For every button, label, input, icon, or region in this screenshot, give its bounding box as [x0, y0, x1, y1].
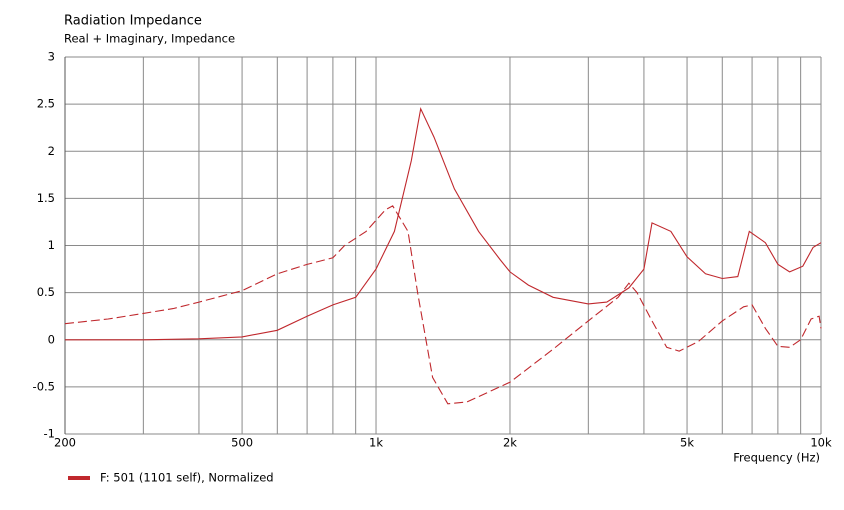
y-tick-label: 0 [48, 332, 55, 346]
chart-subtitle: Real + Imaginary, Impedance [64, 32, 235, 46]
x-axis-label: Frequency (Hz) [733, 451, 820, 465]
chart-title: Radiation Impedance [64, 14, 202, 29]
y-tick-label: 3 [48, 50, 55, 64]
x-tick-label: 200 [54, 436, 76, 450]
y-tick-label: -0.5 [33, 379, 55, 393]
legend-label: F: 501 (1101 self), Normalized [100, 471, 274, 485]
x-tick-label: 500 [231, 436, 253, 450]
y-tick-label: 2.5 [37, 97, 55, 111]
series-line [64, 205, 822, 405]
x-tick-label: 10k [810, 436, 832, 450]
x-tick-label: 1k [369, 436, 383, 450]
series-line [65, 107, 822, 341]
y-tick-label: 0.5 [37, 285, 55, 299]
x-tick-label: 5k [680, 436, 694, 450]
y-tick-label: 1.5 [37, 191, 55, 205]
y-tick-label: 1 [48, 238, 55, 252]
y-tick-label: 2 [48, 144, 55, 158]
x-tick-label: 2k [503, 436, 517, 450]
y-tick-label: -1 [44, 427, 55, 441]
